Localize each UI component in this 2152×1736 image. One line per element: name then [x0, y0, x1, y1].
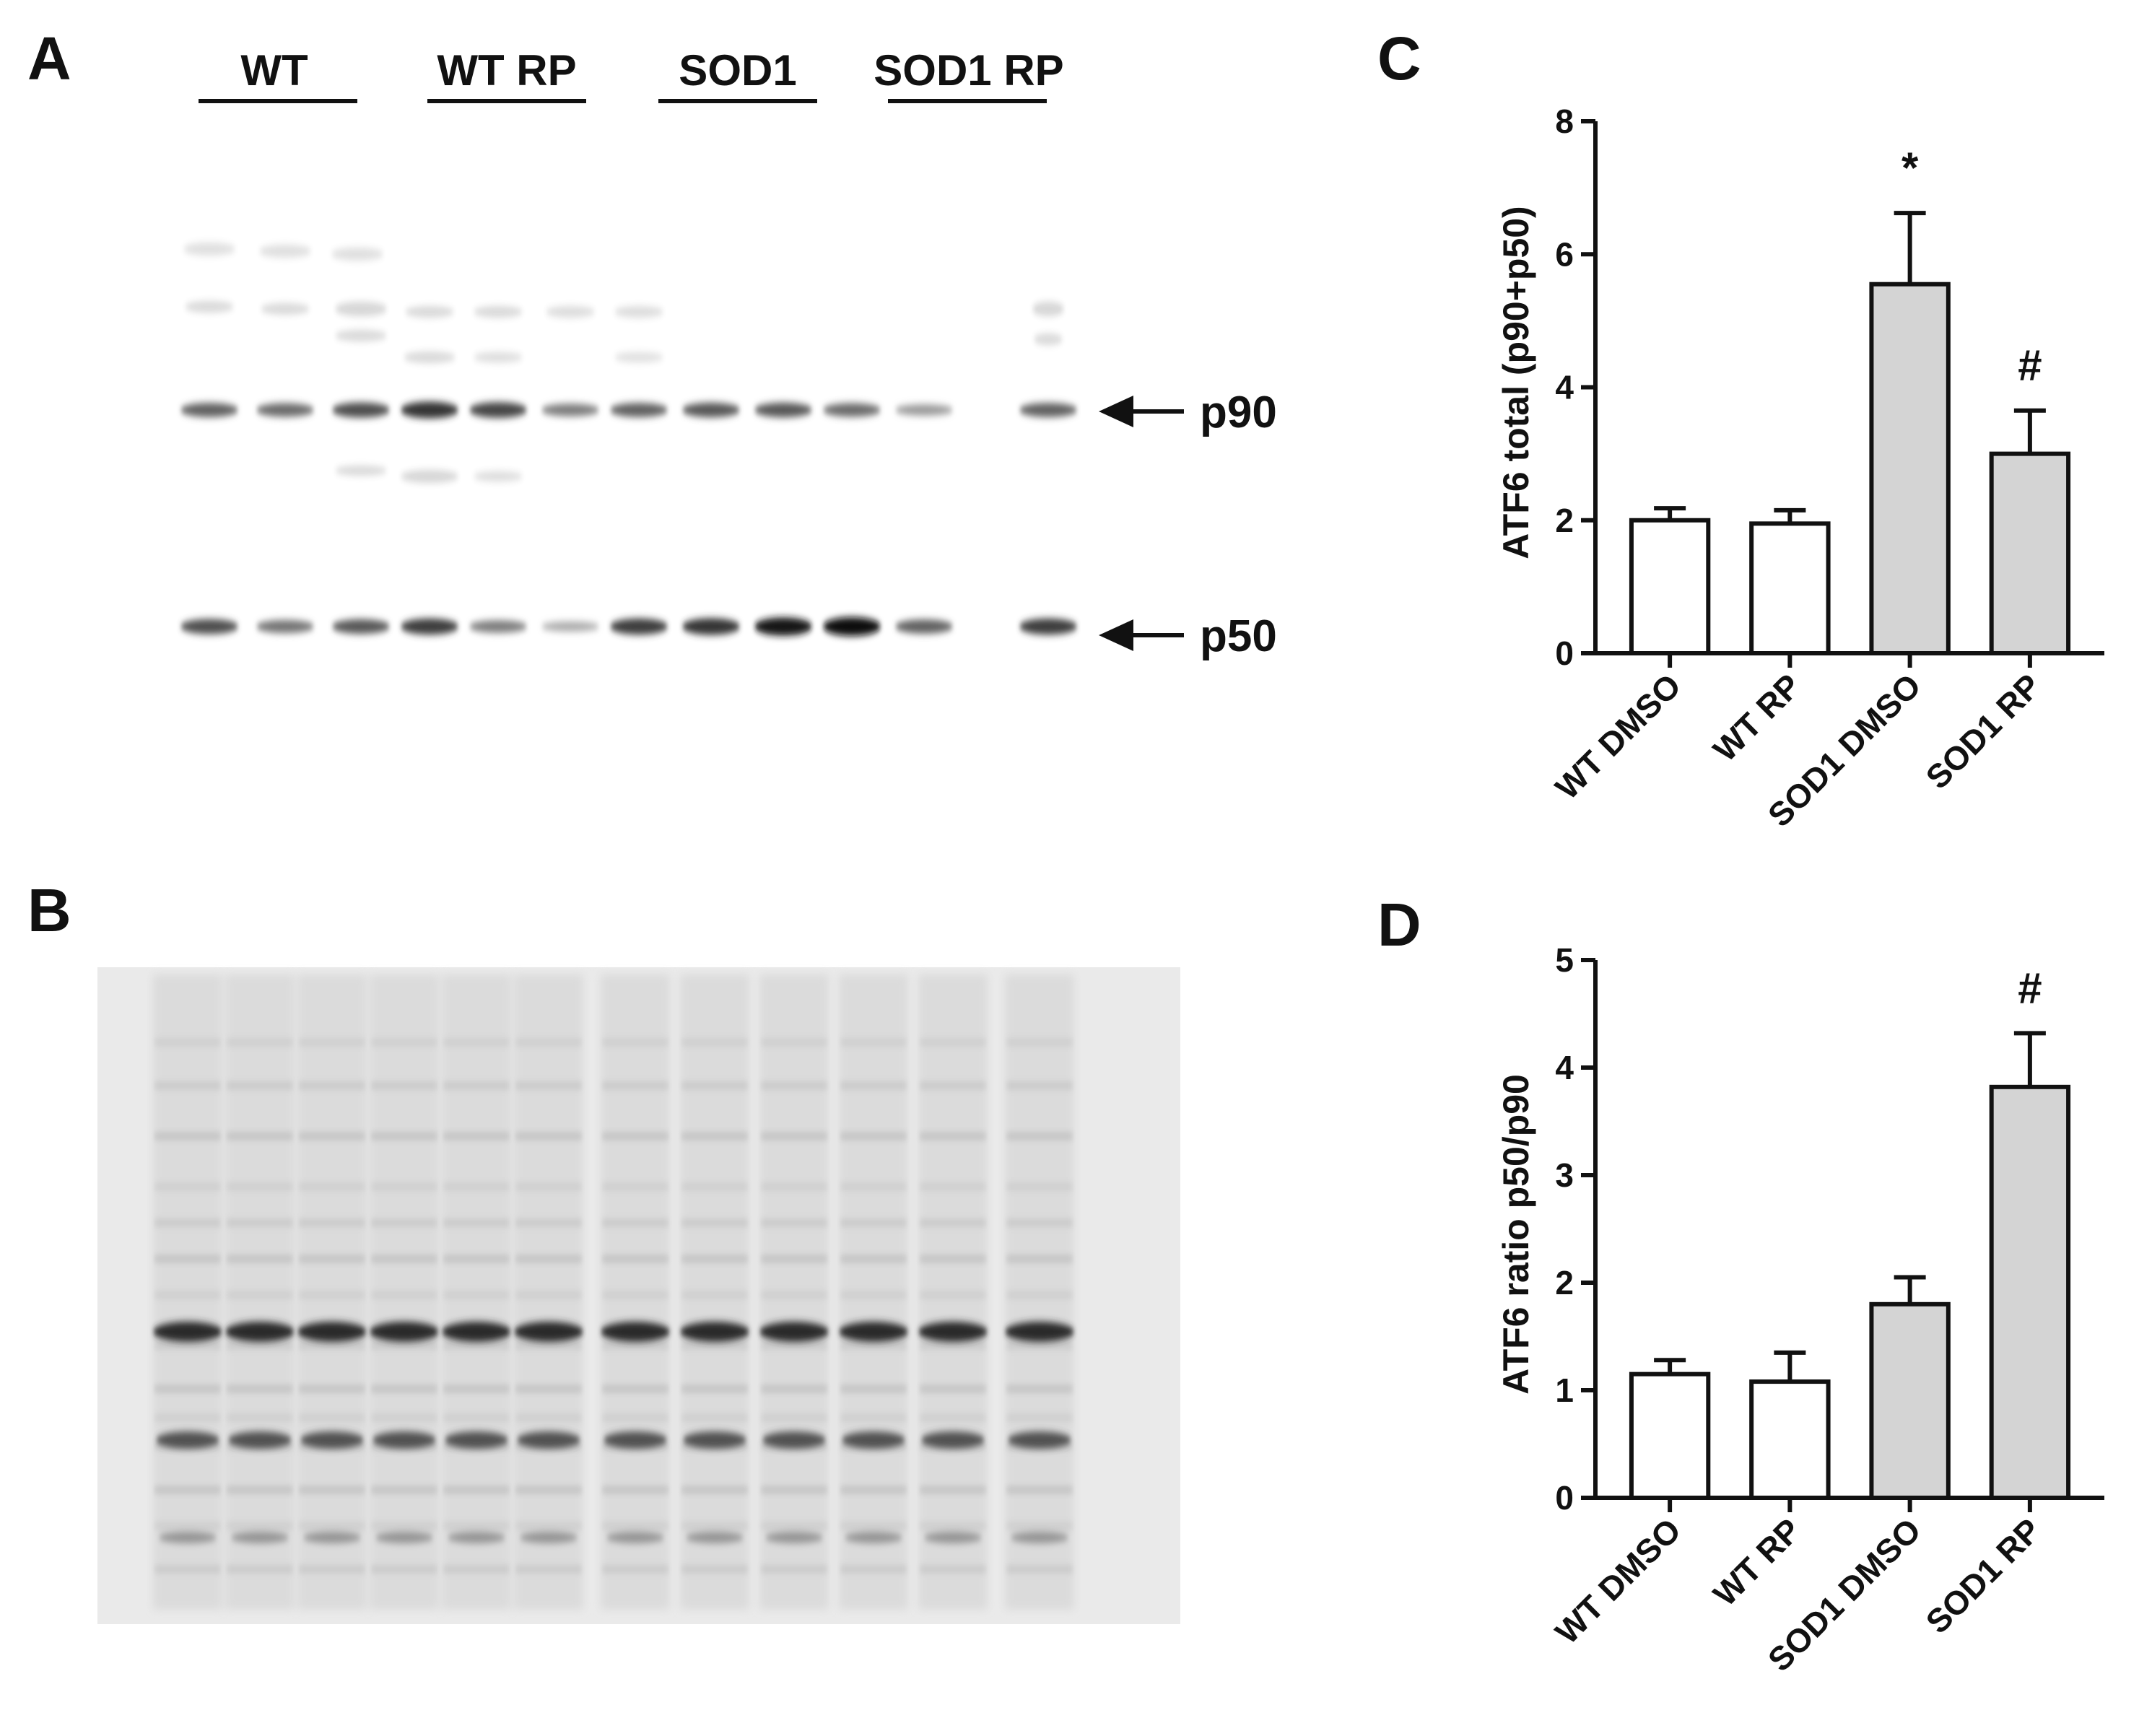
chart-c-x-tick-label: WT DMSO	[1548, 666, 1688, 806]
chart-d-y-tick-label: 0	[1555, 1479, 1574, 1517]
chart-c-bar	[1869, 282, 1951, 655]
lane-group-label-sod1-rp: SOD1 RP	[874, 46, 1063, 95]
chart-d-x-tick-label: WT RP	[1706, 1511, 1808, 1613]
band-row-p90	[180, 401, 1077, 419]
chart-c-y-axis-title: ATF6 total (p90+p50)	[1496, 206, 1536, 559]
band-p50	[1019, 618, 1077, 635]
band-p90	[469, 402, 527, 418]
chart-d-y-tick-label: 4	[1555, 1049, 1574, 1086]
western-blot-panel: WT WT RP SOD1 SOD1 RP	[180, 46, 1277, 661]
loading-control-gel	[97, 967, 1180, 1624]
band-p50	[401, 618, 458, 635]
band-p50	[541, 621, 599, 632]
chart-c-bar	[1629, 518, 1711, 655]
gel-lane	[680, 974, 749, 1610]
chart-c-y-tick-label: 0	[1555, 634, 1574, 672]
chart-d-x-tick-label: SOD1 RP	[1918, 1511, 2048, 1641]
band-label-p90: p90	[1200, 388, 1277, 437]
blot-background-bands	[183, 243, 1064, 483]
panel-letter-a: A	[27, 25, 71, 92]
gel-lane	[442, 974, 511, 1610]
gel-lane	[370, 974, 439, 1610]
gel-lane	[225, 974, 295, 1610]
chart-d-y-tick-label: 2	[1555, 1264, 1574, 1301]
band-p50	[895, 619, 953, 634]
lane-group-label-wt: WT	[240, 46, 308, 95]
chart-c-x-tick-label: SOD1 RP	[1918, 666, 2048, 796]
gel-lane	[514, 974, 583, 1610]
chart-c-significance-label: #	[2018, 341, 2042, 390]
band-p50	[256, 619, 314, 634]
panel-letter-d: D	[1377, 891, 1421, 959]
band-p90	[332, 402, 390, 418]
chart-c-y-tick-label: 4	[1555, 369, 1574, 406]
chart-atf6-total: ATF6 total (p90+p50) 0 2 4 6 8 WT DMSO WT RP SO…	[1496, 102, 2104, 834]
chart-d-y-tick-label: 5	[1555, 941, 1574, 979]
chart-atf6-ratio: ATF6 ratio p50/p90 0 1 2 3 4 5 WT DMSO WT RP SOD…	[1496, 941, 2104, 1678]
band-p50	[180, 619, 238, 634]
chart-d-y-tick-label: 3	[1555, 1156, 1574, 1194]
gel-lane	[1005, 974, 1074, 1610]
chart-c-significance-label: *	[1901, 144, 1919, 192]
band-row-p50	[180, 617, 1077, 636]
chart-c-x-tick-label: WT RP	[1706, 666, 1808, 769]
p90-arrow-icon	[1099, 396, 1184, 427]
panel-letter-c: C	[1377, 25, 1421, 92]
band-p50	[823, 617, 881, 636]
p50-arrow-icon	[1099, 619, 1184, 651]
band-p50	[754, 617, 812, 636]
gel-lane	[839, 974, 908, 1610]
chart-d-bar	[1869, 1301, 1951, 1501]
lane-group-label-wt-rp: WT RP	[437, 46, 576, 95]
lane-group-label-sod1: SOD1	[679, 46, 796, 95]
band-p90	[823, 403, 881, 417]
gel-lane	[153, 974, 222, 1610]
chart-d-x-tick-label: WT DMSO	[1548, 1511, 1688, 1651]
band-p90	[541, 404, 599, 416]
gel-lane	[918, 974, 988, 1610]
band-label-p50: p50	[1200, 611, 1277, 661]
panel-letter-b: B	[27, 876, 71, 944]
band-p50	[469, 620, 527, 633]
gel-lane	[601, 974, 670, 1610]
chart-d-bar	[1749, 1379, 1831, 1500]
chart-c-y-tick-label: 6	[1555, 235, 1574, 273]
gel-lane	[297, 974, 367, 1610]
chart-c-bar	[1989, 451, 2071, 655]
band-p50	[332, 619, 390, 634]
band-p90	[682, 402, 740, 418]
chart-d-bar	[1989, 1084, 2071, 1500]
chart-c-y-tick-label: 2	[1555, 502, 1574, 539]
band-p50	[682, 618, 740, 635]
band-p90	[256, 403, 314, 417]
band-p90	[180, 403, 238, 417]
band-p90	[401, 401, 458, 419]
band-p50	[610, 618, 668, 635]
band-p90	[1019, 403, 1077, 417]
chart-d-significance-label: #	[2018, 964, 2042, 1012]
gel-lane	[759, 974, 829, 1610]
band-p90	[754, 402, 812, 418]
chart-d-y-axis-title: ATF6 ratio p50/p90	[1496, 1074, 1536, 1395]
band-p90	[895, 404, 953, 416]
chart-c-y-tick-label: 8	[1555, 102, 1574, 140]
band-p90	[610, 403, 668, 417]
chart-d-bar	[1629, 1371, 1711, 1501]
gel-lanes	[153, 974, 1074, 1610]
chart-c-bar	[1749, 521, 1831, 656]
chart-d-y-tick-label: 1	[1555, 1371, 1574, 1409]
